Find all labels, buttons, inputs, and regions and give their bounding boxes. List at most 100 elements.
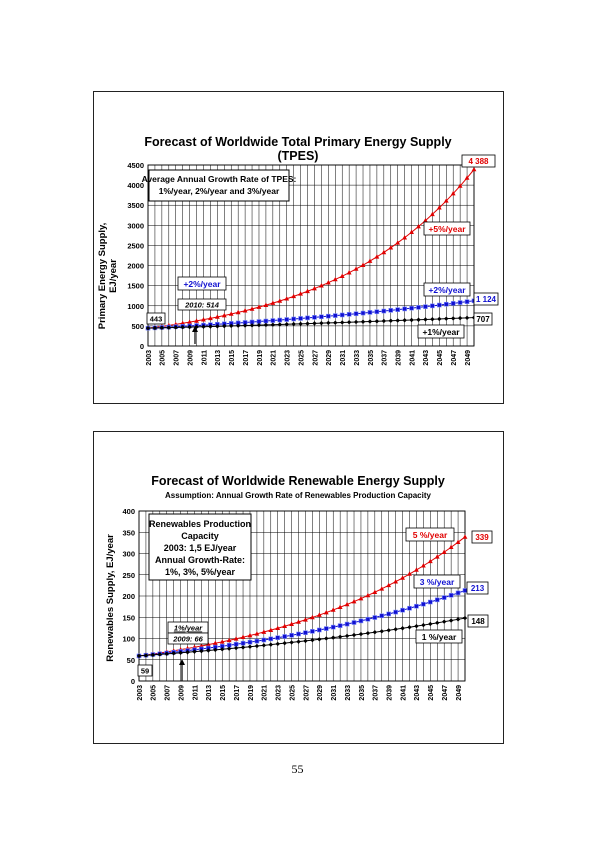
data-point bbox=[235, 309, 241, 315]
data-point bbox=[414, 603, 419, 609]
data-point bbox=[395, 240, 401, 245]
y-tick-label: 3000 bbox=[127, 221, 144, 230]
end-value-blue: 1 124 bbox=[473, 292, 499, 306]
chart-title-line2: (TPES) bbox=[278, 149, 319, 163]
data-point bbox=[388, 308, 394, 313]
renewables-chart-panel: Forecast of Worldwide Renewable Energy S… bbox=[93, 431, 504, 744]
data-point bbox=[332, 276, 338, 282]
data-point bbox=[416, 223, 421, 229]
data-point bbox=[247, 639, 253, 645]
data-point bbox=[247, 644, 253, 649]
data-point bbox=[291, 321, 296, 327]
data-point bbox=[407, 605, 412, 611]
data-point bbox=[305, 321, 310, 326]
x-tick-label: 2021 bbox=[262, 685, 269, 701]
svg-text:+5%/year: +5%/year bbox=[428, 224, 466, 234]
data-point bbox=[319, 314, 324, 320]
data-point bbox=[206, 648, 211, 653]
x-tick-label: 2021 bbox=[271, 350, 278, 366]
data-point bbox=[365, 592, 371, 598]
x-tick-label: 2035 bbox=[359, 685, 366, 701]
data-point bbox=[187, 324, 192, 330]
data-point bbox=[430, 317, 435, 322]
x-tick-label: 2033 bbox=[345, 685, 352, 701]
data-point bbox=[261, 637, 267, 643]
data-point bbox=[289, 632, 294, 638]
data-point bbox=[430, 303, 435, 309]
data-point bbox=[416, 305, 421, 310]
data-point bbox=[450, 316, 456, 321]
data-point bbox=[353, 311, 359, 317]
data-point bbox=[435, 620, 440, 626]
y-tick-label: 1500 bbox=[127, 282, 144, 291]
data-point bbox=[437, 302, 442, 308]
marker-2009-label: 2009: 66 bbox=[167, 632, 209, 645]
data-point bbox=[346, 270, 352, 275]
data-point bbox=[254, 643, 260, 649]
data-point bbox=[455, 590, 461, 596]
data-point bbox=[344, 621, 350, 627]
data-point bbox=[296, 631, 301, 637]
data-point bbox=[429, 211, 435, 217]
data-point bbox=[268, 642, 273, 647]
data-point bbox=[448, 618, 454, 623]
data-point bbox=[344, 633, 350, 639]
data-point bbox=[402, 235, 408, 240]
data-point bbox=[270, 318, 276, 323]
svg-text:59: 59 bbox=[141, 667, 149, 676]
data-point bbox=[471, 166, 477, 172]
x-tick-label: 2015 bbox=[220, 685, 227, 701]
data-point bbox=[164, 651, 169, 657]
data-point bbox=[219, 639, 225, 644]
data-point bbox=[221, 312, 227, 318]
data-point bbox=[372, 589, 378, 594]
x-tick-label: 2007 bbox=[174, 350, 181, 366]
x-tick-label: 2005 bbox=[151, 685, 158, 701]
data-point bbox=[358, 631, 364, 637]
y-axis-label-line2: EJ/year bbox=[108, 259, 119, 293]
data-point bbox=[261, 643, 267, 648]
data-point bbox=[303, 630, 308, 636]
data-point bbox=[284, 296, 290, 301]
growth-rate-note-box: Average Annual Growth Rate of TPES: 1%/y… bbox=[142, 169, 297, 202]
data-point bbox=[275, 641, 280, 647]
y-tick-label: 400 bbox=[122, 507, 135, 516]
data-point bbox=[240, 640, 246, 646]
note-line: 1%/year, 2%/year and 3%/year bbox=[159, 186, 280, 196]
data-point bbox=[381, 249, 387, 255]
data-point bbox=[372, 630, 378, 635]
data-point bbox=[268, 636, 274, 642]
series-label-black: 1 %/year bbox=[415, 629, 463, 644]
svg-text:5 %/year: 5 %/year bbox=[413, 530, 448, 540]
x-tick-label: 2045 bbox=[437, 350, 444, 366]
data-point bbox=[298, 291, 303, 296]
data-point bbox=[187, 319, 193, 324]
data-point bbox=[263, 302, 269, 307]
data-point bbox=[312, 321, 317, 326]
y-tick-label: 300 bbox=[122, 550, 135, 559]
data-point bbox=[270, 300, 276, 305]
x-tick-label: 2017 bbox=[243, 350, 250, 366]
svg-text:2003: 1,5 EJ/year: 2003: 1,5 EJ/year bbox=[164, 543, 237, 553]
tpes-chart: Forecast of Worldwide Total Primary Ener… bbox=[97, 135, 499, 366]
data-point bbox=[317, 637, 322, 642]
data-point bbox=[249, 323, 255, 328]
x-tick-label: 2025 bbox=[289, 685, 296, 701]
y-tick-label: 250 bbox=[122, 571, 135, 580]
data-point bbox=[242, 308, 248, 313]
x-tick-label: 2019 bbox=[248, 685, 255, 701]
data-point bbox=[201, 324, 206, 329]
x-tick-label: 2025 bbox=[298, 350, 305, 366]
y-tick-label: 50 bbox=[127, 656, 135, 665]
data-point bbox=[444, 316, 449, 321]
data-point bbox=[421, 622, 426, 628]
end-value-blue: 213 bbox=[466, 581, 489, 595]
data-point bbox=[457, 300, 463, 305]
data-point bbox=[374, 319, 380, 324]
x-tick-label: 2041 bbox=[400, 685, 407, 701]
data-point bbox=[282, 634, 287, 639]
data-point bbox=[421, 601, 426, 607]
data-point bbox=[358, 618, 364, 624]
data-point bbox=[289, 640, 294, 645]
data-point bbox=[324, 636, 329, 641]
